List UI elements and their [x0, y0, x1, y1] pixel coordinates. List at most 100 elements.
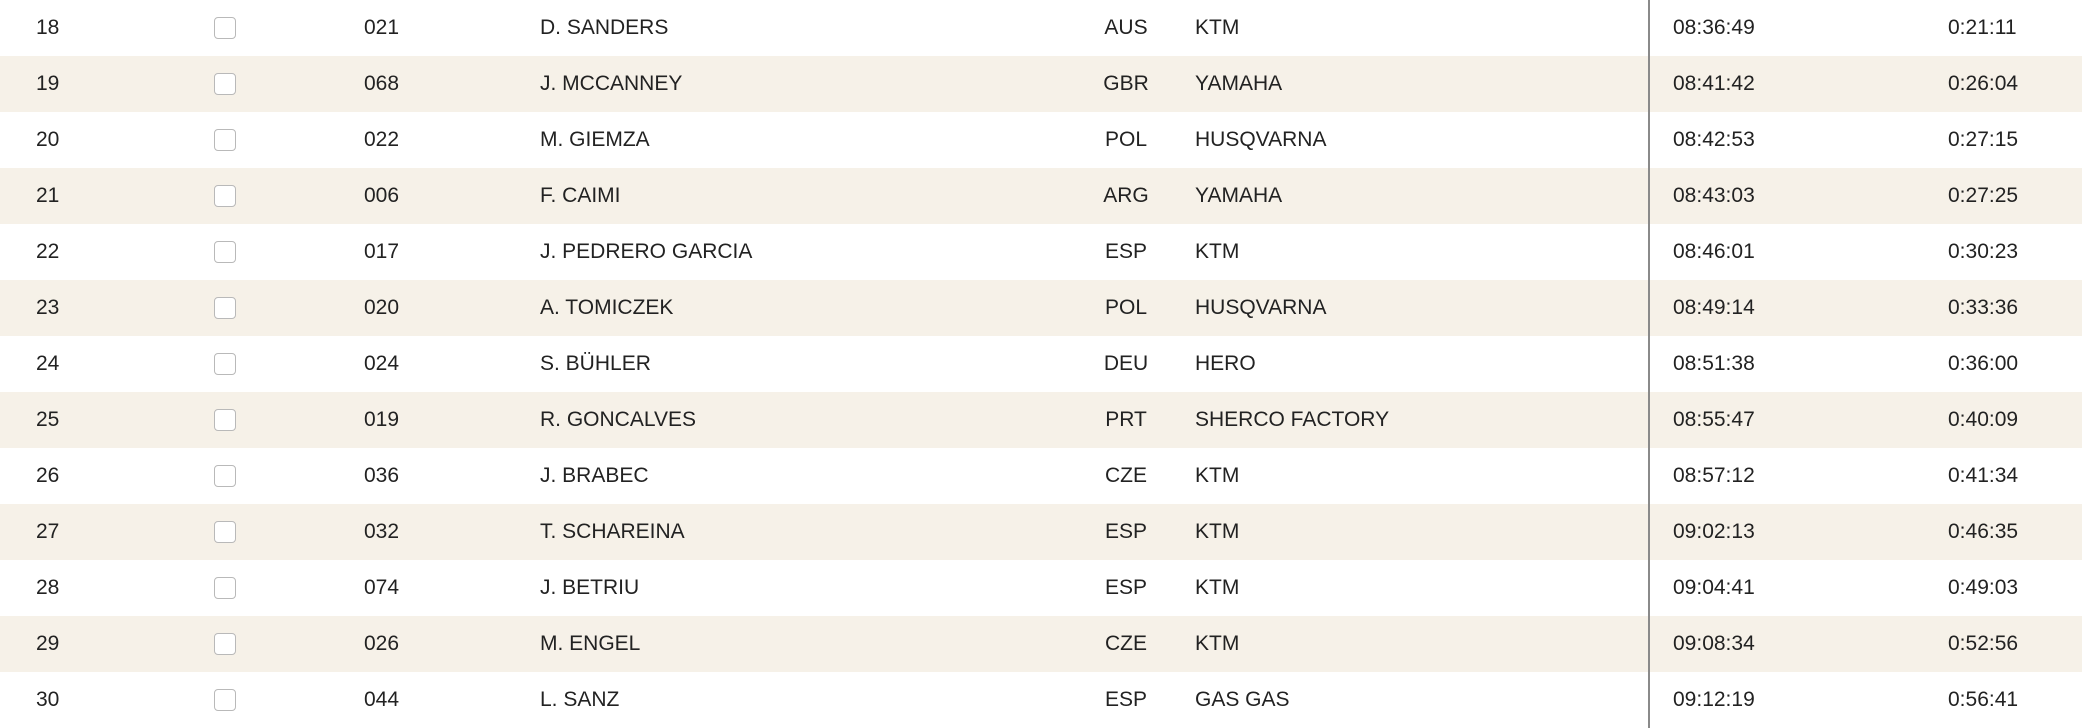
gap: 0:41:34	[1948, 464, 2019, 487]
team: YAMAHA	[1195, 72, 1283, 95]
time: 09:02:13	[1673, 520, 1755, 543]
gap: 0:56:41	[1948, 688, 2019, 711]
bike-number: 036	[364, 464, 400, 487]
bike-number: 024	[364, 352, 400, 375]
table-row: 28 074 J. BETRIU ESP KTM 09:04:41 0:49:03	[0, 560, 2082, 616]
team: HUSQVARNA	[1195, 296, 1327, 319]
checkbox[interactable]	[214, 129, 236, 151]
gap: 0:49:03	[1948, 576, 2019, 599]
team: KTM	[1195, 632, 1240, 655]
checkbox[interactable]	[214, 73, 236, 95]
time: 09:04:41	[1673, 576, 1755, 599]
time: 09:08:34	[1673, 632, 1755, 655]
bike-number: 068	[364, 72, 400, 95]
rider-name: J. PEDRERO GARCIA	[540, 240, 753, 263]
bike-number: 022	[364, 128, 400, 151]
rider-name: S. BÜHLER	[540, 352, 651, 375]
gap: 0:27:25	[1948, 184, 2019, 207]
country: ESP	[1104, 520, 1148, 543]
country: CZE	[1105, 632, 1147, 655]
bike-number: 017	[364, 240, 400, 263]
time: 08:57:12	[1673, 464, 1755, 487]
rank: 27	[36, 520, 60, 543]
team: KTM	[1195, 520, 1240, 543]
time: 08:41:42	[1673, 72, 1755, 95]
gap: 0:26:04	[1948, 72, 2019, 95]
rider-name: M. ENGEL	[540, 632, 641, 655]
country: ESP	[1104, 240, 1148, 263]
team: KTM	[1195, 464, 1240, 487]
rider-name: A. TOMICZEK	[540, 296, 674, 319]
checkbox[interactable]	[214, 297, 236, 319]
rider-name: D. SANDERS	[540, 16, 669, 39]
gap: 0:33:36	[1948, 296, 2019, 319]
time: 09:12:19	[1673, 688, 1755, 711]
country: CZE	[1105, 464, 1147, 487]
table-row: 26 036 J. BRABEC CZE KTM 08:57:12 0:41:34	[0, 448, 2082, 504]
rider-name: R. GONCALVES	[540, 408, 696, 431]
bike-number: 021	[364, 16, 400, 39]
country: ESP	[1104, 688, 1148, 711]
time: 08:36:49	[1673, 16, 1755, 39]
time: 08:51:38	[1673, 352, 1755, 375]
table-row: 20 022 M. GIEMZA POL HUSQVARNA 08:42:53 0:27:1…	[0, 112, 2082, 168]
table-row: 24 024 S. BÜHLER DEU HERO 08:51:38 0:36:00	[0, 336, 2082, 392]
bike-number: 074	[364, 576, 400, 599]
country: POL	[1104, 296, 1148, 319]
gap: 0:30:23	[1948, 240, 2019, 263]
bike-number: 032	[364, 520, 400, 543]
rank: 23	[36, 296, 60, 319]
time: 08:55:47	[1673, 408, 1755, 431]
country: POL	[1104, 128, 1148, 151]
team: YAMAHA	[1195, 184, 1283, 207]
checkbox[interactable]	[214, 241, 236, 263]
table-row: 18 021 D. SANDERS AUS KTM 08:36:49 0:21:11	[0, 0, 2082, 56]
gap: 0:46:35	[1948, 520, 2019, 543]
team: HUSQVARNA	[1195, 128, 1327, 151]
country: ARG	[1103, 184, 1149, 207]
checkbox[interactable]	[214, 577, 236, 599]
rank: 20	[36, 128, 60, 151]
team: KTM	[1195, 16, 1240, 39]
checkbox[interactable]	[214, 465, 236, 487]
checkbox[interactable]	[214, 521, 236, 543]
checkbox[interactable]	[214, 633, 236, 655]
bike-number: 026	[364, 632, 400, 655]
country: DEU	[1103, 352, 1149, 375]
rider-name: T. SCHAREINA	[540, 520, 685, 543]
rider-name: F. CAIMI	[540, 184, 621, 207]
team: GAS GAS	[1195, 688, 1290, 711]
rank: 29	[36, 632, 60, 655]
gap: 0:21:11	[1948, 16, 2017, 39]
rank: 19	[36, 72, 60, 95]
time: 08:43:03	[1673, 184, 1755, 207]
gap: 0:27:15	[1948, 128, 2019, 151]
rider-name: J. BETRIU	[540, 576, 640, 599]
gap: 0:52:56	[1948, 632, 2019, 655]
rank: 30	[36, 688, 60, 711]
time: 08:42:53	[1673, 128, 1755, 151]
country: AUS	[1104, 16, 1148, 39]
column-divider	[1648, 0, 1650, 728]
gap: 0:36:00	[1948, 352, 2019, 375]
rank: 28	[36, 576, 60, 599]
checkbox[interactable]	[214, 185, 236, 207]
table-row: 30 044 L. SANZ ESP GAS GAS 09:12:19 0:56:41	[0, 672, 2082, 728]
rider-name: M. GIEMZA	[540, 128, 650, 151]
rank: 22	[36, 240, 60, 263]
country: PRT	[1105, 408, 1147, 431]
rider-name: L. SANZ	[540, 688, 620, 711]
checkbox[interactable]	[214, 353, 236, 375]
bike-number: 020	[364, 296, 400, 319]
rank: 26	[36, 464, 60, 487]
rider-name: J. BRABEC	[540, 464, 649, 487]
checkbox[interactable]	[214, 689, 236, 711]
checkbox[interactable]	[214, 409, 236, 431]
table-row: 27 032 T. SCHAREINA ESP KTM 09:02:13 0:46:35	[0, 504, 2082, 560]
rider-name: J. MCCANNEY	[540, 72, 683, 95]
table-row: 29 026 M. ENGEL CZE KTM 09:08:34 0:52:56	[0, 616, 2082, 672]
checkbox[interactable]	[214, 17, 236, 39]
team: KTM	[1195, 240, 1240, 263]
rank: 18	[36, 16, 60, 39]
